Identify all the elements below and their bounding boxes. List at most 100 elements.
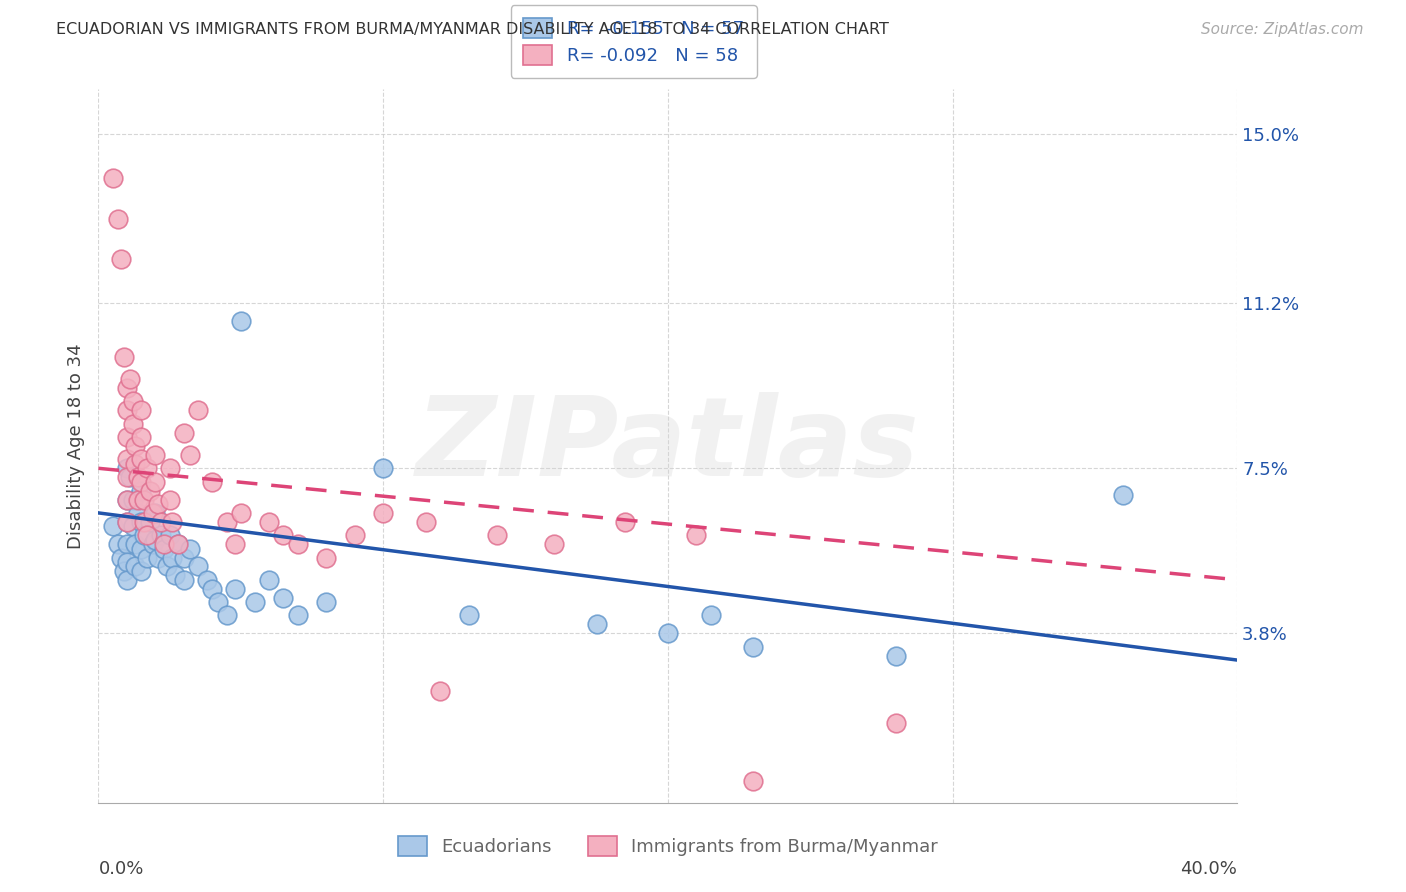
Point [145, 475, 167, 489]
Point [153, 541, 176, 556]
Point [118, 470, 141, 484]
Point [115, 452, 138, 467]
Text: Source: ZipAtlas.com: Source: ZipAtlas.com [1201, 22, 1364, 37]
Point [135, 461, 157, 475]
Point [150, 515, 173, 529]
Point [115, 470, 138, 484]
Point [173, 550, 195, 565]
Point [110, 550, 132, 565]
Point [145, 506, 167, 520]
Point [415, 515, 437, 529]
Point [884, 648, 907, 663]
Point [129, 515, 152, 529]
Point [259, 515, 281, 529]
Point [742, 773, 765, 788]
Point [124, 559, 146, 574]
Point [162, 515, 184, 529]
Point [173, 573, 195, 587]
Point [101, 519, 124, 533]
Point [287, 608, 309, 623]
Point [1112, 488, 1135, 502]
Point [129, 564, 152, 578]
Point [229, 314, 252, 328]
Point [115, 381, 138, 395]
Point [173, 425, 195, 440]
Point [884, 715, 907, 730]
Point [699, 608, 721, 623]
Point [110, 252, 132, 266]
Point [201, 582, 224, 596]
Point [243, 595, 266, 609]
Point [129, 541, 152, 556]
Point [457, 608, 479, 623]
Point [148, 497, 170, 511]
Point [127, 506, 149, 520]
Text: ECUADORIAN VS IMMIGRANTS FROM BURMA/MYANMAR DISABILITY AGE 18 TO 34 CORRELATION : ECUADORIAN VS IMMIGRANTS FROM BURMA/MYAN… [56, 22, 889, 37]
Point [153, 537, 176, 551]
Point [101, 171, 124, 186]
Point [229, 506, 252, 520]
Point [195, 573, 218, 587]
Point [141, 537, 163, 551]
Point [115, 430, 138, 444]
Point [207, 595, 229, 609]
Point [115, 492, 138, 507]
Point [124, 537, 146, 551]
Point [121, 519, 143, 533]
Point [112, 564, 135, 578]
Point [141, 506, 163, 520]
Point [343, 528, 366, 542]
Point [132, 528, 155, 542]
Point [614, 515, 637, 529]
Point [273, 591, 295, 605]
Point [145, 448, 167, 462]
Point [107, 211, 129, 226]
Point [159, 528, 181, 542]
Point [179, 541, 201, 556]
Point [132, 515, 155, 529]
Point [159, 461, 181, 475]
Point [486, 528, 509, 542]
Point [115, 537, 138, 551]
Point [138, 483, 160, 498]
Point [165, 568, 187, 582]
Point [112, 350, 135, 364]
Point [135, 550, 157, 565]
Point [135, 528, 157, 542]
Point [115, 555, 138, 569]
Point [162, 550, 184, 565]
Point [685, 528, 707, 542]
Point [273, 528, 295, 542]
Point [167, 537, 190, 551]
Point [159, 492, 181, 507]
Point [224, 537, 246, 551]
Point [543, 537, 565, 551]
Point [121, 394, 143, 409]
Point [742, 640, 765, 654]
Point [115, 515, 138, 529]
Point [187, 559, 209, 574]
Point [118, 372, 141, 386]
Point [129, 452, 152, 467]
Point [124, 439, 146, 453]
Point [287, 537, 309, 551]
Point [167, 537, 190, 551]
Point [150, 528, 173, 542]
Point [179, 448, 201, 462]
Point [145, 533, 167, 547]
Point [121, 492, 143, 507]
Point [138, 515, 160, 529]
Point [124, 457, 146, 471]
Point [215, 608, 238, 623]
Point [129, 483, 152, 498]
Legend: Ecuadorians, Immigrants from Burma/Myanmar: Ecuadorians, Immigrants from Burma/Myanm… [389, 827, 946, 865]
Point [429, 684, 451, 698]
Point [129, 430, 152, 444]
Point [115, 403, 138, 417]
Point [115, 461, 138, 475]
Point [148, 550, 170, 565]
Point [259, 573, 281, 587]
Point [121, 417, 143, 431]
Point [129, 475, 152, 489]
Point [373, 461, 395, 475]
